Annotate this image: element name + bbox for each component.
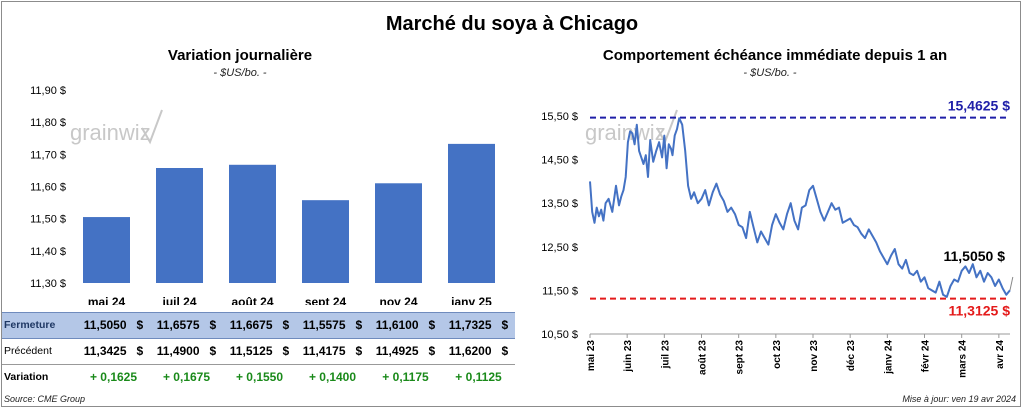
y-tick-label: 11,40 $	[30, 246, 66, 258]
table-row-prev: Précédent 11,3425 $11,4900 $11,5125 $11,4175…	[2, 338, 515, 365]
y-tick-label: 10,50 $	[541, 329, 578, 341]
table-cell: + 0,1125	[455, 370, 502, 384]
table-cell: 11,6575 $	[150, 312, 223, 339]
bar-nov-24	[375, 183, 422, 283]
table-cell: 11,6200 $	[442, 338, 515, 365]
x-tick-label: mai 23	[586, 340, 597, 372]
y-tick-label: 15,50 $	[541, 111, 578, 123]
x-tick-label: janv 24	[883, 340, 894, 375]
table-cell: + 0,1675	[162, 370, 211, 384]
bar-mai-24	[83, 217, 130, 283]
x-tick-label: janv 25	[450, 295, 492, 305]
watermark-logo: grainwiz	[585, 109, 678, 145]
row-label: Précédent	[2, 338, 77, 365]
y-tick-label: 14,50 $	[541, 155, 578, 167]
table-row-var: Variation + 0,1625 + 0,1675 + 0,1550 + 0,140…	[2, 365, 515, 391]
table-cell: + 0,1550	[235, 370, 284, 384]
table-cell: 11,5125 $	[223, 338, 296, 365]
y-tick-label: 11,50 $	[542, 285, 578, 297]
x-tick-label: sept 24	[305, 295, 347, 305]
watermark-text: grainwiz	[70, 120, 151, 145]
table-cell: 11,4175 $	[296, 338, 369, 365]
table-cell: + 0,1400	[308, 370, 357, 384]
row-label: Fermeture	[2, 312, 77, 339]
x-tick-label: juin 23	[623, 340, 634, 373]
table-cell: 11,5575 $	[296, 312, 369, 339]
x-tick-label: août 24	[231, 295, 273, 305]
table-cell: 11,4900 $	[150, 338, 223, 365]
table-cell: 11,4925 $	[369, 338, 442, 365]
bar-chart: grainwiz 11,30 $ 11,40 $ 11,50 $ 11,60 $ 11,…	[30, 85, 495, 305]
price-table: Fermeture 11,5050 $11,6575 $11,6675 $11,5575…	[2, 312, 515, 390]
watermark-text: grainwiz	[585, 120, 666, 145]
x-tick-label: mai 24	[88, 295, 126, 305]
table-cell: + 0,1175	[382, 370, 429, 384]
x-tick-label: juil 23	[660, 340, 671, 370]
x-tick-label: août 23	[698, 340, 709, 375]
price-series-line	[589, 117, 1011, 298]
watermark-check-icon	[141, 109, 163, 145]
table-cell: + 0,1625	[89, 370, 138, 384]
y-tick-label: 13,50 $	[541, 198, 578, 210]
right-chart-title: Comportement échéance immédiate depuis 1…	[602, 47, 948, 64]
x-tick-label: oct 23	[772, 340, 783, 369]
x-tick-label: juil 24	[161, 295, 196, 305]
bar-juil-24	[156, 168, 203, 283]
last-price-annotation: 11,5050 $	[943, 248, 1005, 264]
x-tick-label: déc 23	[846, 340, 857, 372]
high-reference-label: 15,4625 $	[948, 98, 1010, 114]
y-tick-label: 11,50 $	[30, 214, 66, 226]
y-tick-label: 11,90 $	[30, 85, 66, 97]
left-chart-title: Variation journalière	[167, 47, 313, 64]
x-tick-label: mars 24	[958, 340, 969, 378]
bar-sept-24	[302, 200, 349, 283]
x-tick-label: avr 24	[995, 340, 1006, 369]
table-cell: 11,6675 $	[223, 312, 296, 339]
table-row-close: Fermeture 11,5050 $11,6575 $11,6675 $11,5575…	[2, 312, 515, 339]
x-tick-label: févr 24	[921, 340, 932, 373]
bar-janv-25	[448, 143, 495, 283]
source-note: Source: CME Group	[4, 394, 86, 404]
bar-août-24	[229, 164, 276, 283]
annotation-leader-line	[1009, 276, 1014, 291]
y-tick-label: 11,60 $	[30, 182, 66, 194]
right-chart-unit: - $US/bo. -	[743, 67, 797, 79]
y-tick-label: 11,30 $	[30, 278, 66, 290]
x-tick-label: sept 23	[735, 340, 746, 375]
x-tick-label: nov 23	[809, 340, 820, 372]
table-cell: 11,3425 $	[77, 338, 150, 365]
table-cell: 11,5050 $	[77, 312, 150, 339]
low-reference-label: 11,3125 $	[948, 303, 1010, 319]
y-tick-label: 11,70 $	[30, 149, 66, 161]
watermark-logo: grainwiz	[70, 109, 163, 145]
table-cell: 11,6100 $	[369, 312, 442, 339]
update-note: Mise à jour: ven 19 avr 2024	[902, 394, 1016, 404]
left-chart-unit: - $US/bo. -	[213, 67, 267, 79]
line-chart: grainwiz 10,50 $ 11,50 $ 12,50 $ 13,50 $ 14,…	[541, 98, 1014, 378]
x-tick-label: nov 24	[379, 295, 417, 305]
y-tick-label: 11,80 $	[30, 117, 66, 129]
page-title: Marché du soya à Chicago	[385, 13, 639, 35]
row-label: Variation	[4, 371, 49, 383]
table-cell: 11,7325 $	[442, 312, 515, 339]
y-tick-label: 12,50 $	[541, 242, 578, 254]
